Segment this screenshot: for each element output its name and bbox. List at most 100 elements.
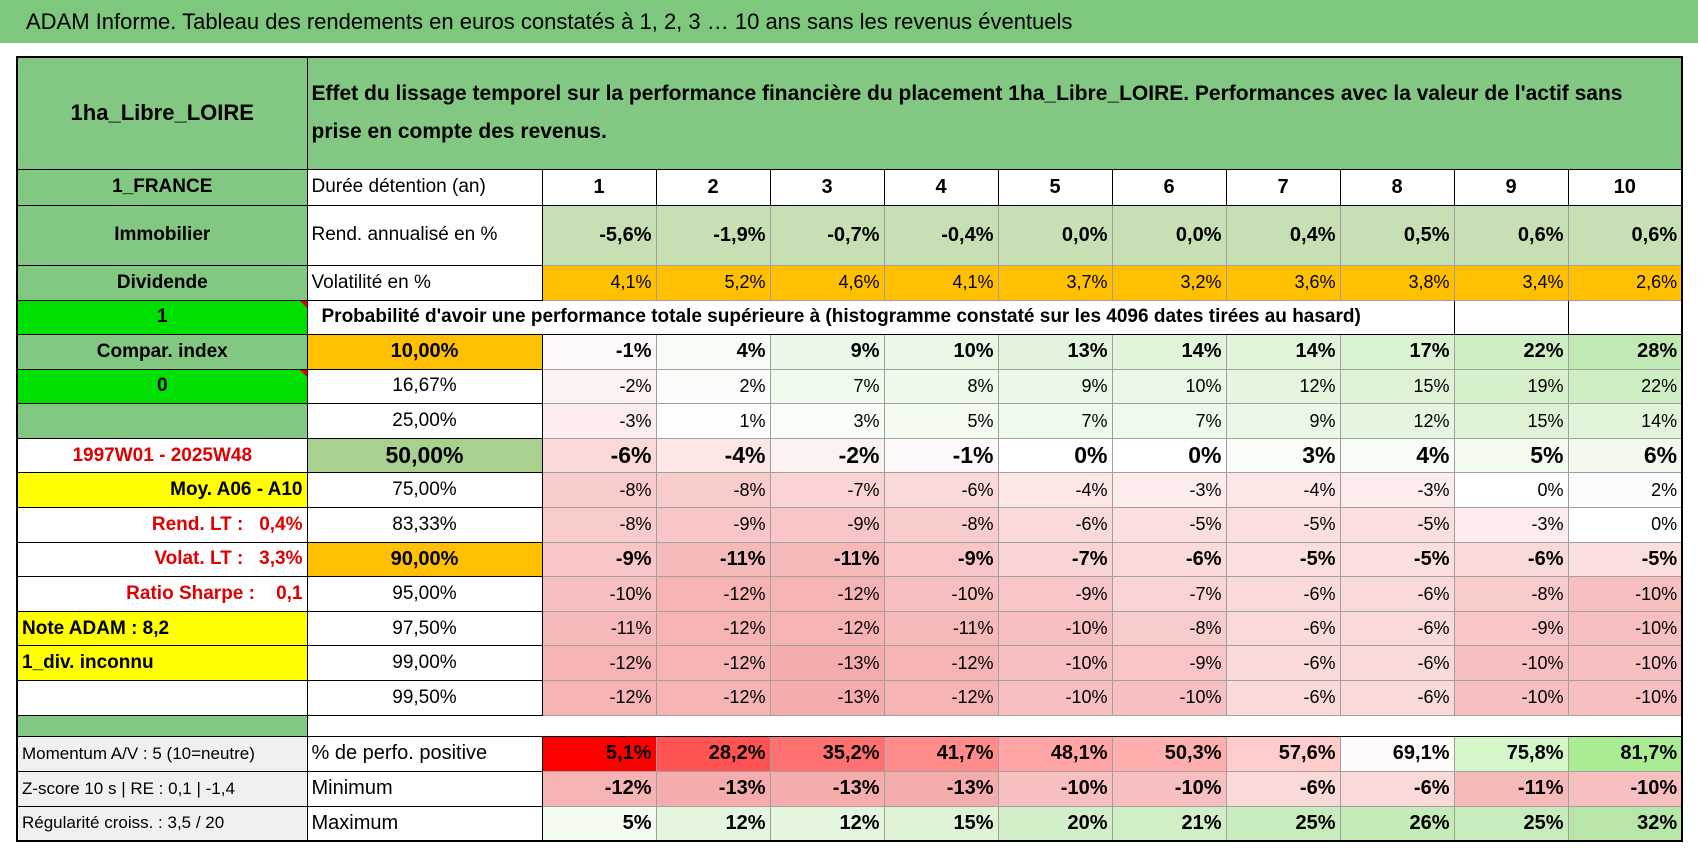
value-cell: 50,3% [1111,735,1227,772]
value-cell: 0,0% [997,204,1113,266]
value-cell: 28,2% [655,735,771,772]
value-cell: -7% [1111,576,1227,612]
quantile-cell: 97,50% [306,610,543,647]
row-label: Minimum [306,770,543,807]
value-cell: -1% [883,437,999,474]
value-cell: -11% [883,610,999,647]
value-cell: 0,5% [1339,204,1455,266]
side-cell: Compar. index [16,334,308,370]
table-row: Note ADAM : 8,2 97,50% -11% -12% -12% -11% -10… [16,610,1683,647]
value-cell: -11% [1453,770,1569,807]
value-cell: 0,4% [1225,204,1341,266]
value-cell: 14% [1111,334,1227,370]
quantile-cell: 16,67% [306,368,543,405]
value-cell: -12% [655,610,771,647]
value-cell: -6% [997,507,1113,543]
header-row: 1ha_Libre_LOIRE Effet du lissage tempore… [16,56,1683,170]
value-cell: 12% [1339,403,1455,439]
value-cell: -10% [1567,576,1683,612]
side-cell: 1997W01 - 2025W48 [16,437,308,474]
value-cell: 12% [1225,368,1341,405]
value-cell: 9 [1453,168,1569,206]
value-cell: 22% [1453,334,1569,370]
value-cell: 17% [1339,334,1455,370]
value-cell: 48,1% [997,735,1113,772]
value-cell: -5% [1339,541,1455,578]
value-cell: 7% [1111,403,1227,439]
value-cell: -9% [1111,645,1227,682]
table-row: 99,50% -12% -12% -13% -12% -10% -10% -6% -6% -10%… [16,680,1683,716]
value-cell: 3,8% [1339,264,1455,301]
value-cell: 5,1% [541,735,657,772]
empty-cell [1567,299,1683,336]
value-cell: -5% [1567,541,1683,578]
value-cell: 57,6% [1225,735,1341,772]
value-cell: -6% [1339,680,1455,716]
side-cell: Moy. A06 - A10 [16,472,308,509]
value-cell: -10% [1567,645,1683,682]
value-cell: 4% [1339,437,1455,474]
value-cell: -6% [541,437,657,474]
value-cell: -12% [541,770,657,807]
value-cell: -5% [1339,507,1455,543]
value-cell: 3% [769,403,885,439]
value-cell: 10% [883,334,999,370]
value-cell: 2% [1567,472,1683,509]
value-cell: 3 [769,168,885,206]
side-cell [16,680,308,716]
value-cell: -6% [1111,541,1227,578]
value-cell: 2,6% [1567,264,1683,301]
value-cell: -10% [1453,680,1569,716]
quantile-cell: 75,00% [306,472,543,509]
table-row: Immobilier Rend. annualisé en % -5,6% -1,9%… [16,204,1683,266]
value-cell: -8% [655,472,771,509]
value-cell: -12% [883,645,999,682]
value-cell: -4% [997,472,1113,509]
table-body: 1ha_Libre_LOIRE Effet du lissage tempore… [16,56,1683,842]
value-cell: 12% [655,805,771,842]
value-cell: -8% [1111,610,1227,647]
value-cell: -4% [655,437,771,474]
value-cell: 35,2% [769,735,885,772]
value-cell: -13% [769,645,885,682]
quantile-cell: 10,00% [306,334,543,370]
row-label: Maximum [306,805,543,842]
value-cell: 14% [1225,334,1341,370]
value-cell: -4% [1225,472,1341,509]
footer-row: Z-score 10 s | RE : 0,1 | -1,4 Minimum -12… [16,770,1683,807]
value-cell: 3% [1225,437,1341,474]
performance-table: 1ha_Libre_LOIRE Effet du lissage tempore… [16,56,1684,843]
value-cell: -12% [541,645,657,682]
table-row: Dividende Volatilité en % 4,1% 5,2% 4,6% 4,1%… [16,264,1683,301]
value-cell: -13% [655,770,771,807]
value-cell: -3% [1111,472,1227,509]
value-cell: 20% [997,805,1113,842]
quantile-cell: 83,33% [306,507,543,543]
description-cell: Effet du lissage temporel sur la perform… [306,56,1683,170]
value-cell: 6% [1567,437,1683,474]
value-cell: -10% [997,645,1113,682]
value-cell: -6% [1225,576,1341,612]
table-row: Ratio Sharpe : 0,1 95,00% -10% -12% -12% -10%… [16,576,1683,612]
side-cell: Ratio Sharpe : 0,1 [16,576,308,612]
value-cell: 2% [655,368,771,405]
row-label: Volatilité en % [306,264,543,301]
value-cell: -12% [655,680,771,716]
value-cell: -11% [655,541,771,578]
value-cell: 0% [997,437,1113,474]
value-cell: -5% [1111,507,1227,543]
row-label: % de perfo. positive [306,735,543,772]
quantile-cell: 50,00% [306,437,543,474]
value-cell: -9% [883,541,999,578]
table-row: 1_FRANCE Durée détention (an) 1 2 3 4 5 6 7 8 9 10 [16,168,1683,206]
value-cell: 10% [1111,368,1227,405]
value-cell: 7% [769,368,885,405]
value-cell: 75,8% [1453,735,1569,772]
row-label: Durée détention (an) [306,168,543,206]
value-cell: 8 [1339,168,1455,206]
value-cell: 1 [541,168,657,206]
table-row: 1997W01 - 2025W48 50,00% -6% -4% -2% -1% 0% 0% 3… [16,437,1683,474]
value-cell: -10% [997,680,1113,716]
footer-row: Momentum A/V : 5 (10=neutre)% de perfo. … [16,735,1683,772]
